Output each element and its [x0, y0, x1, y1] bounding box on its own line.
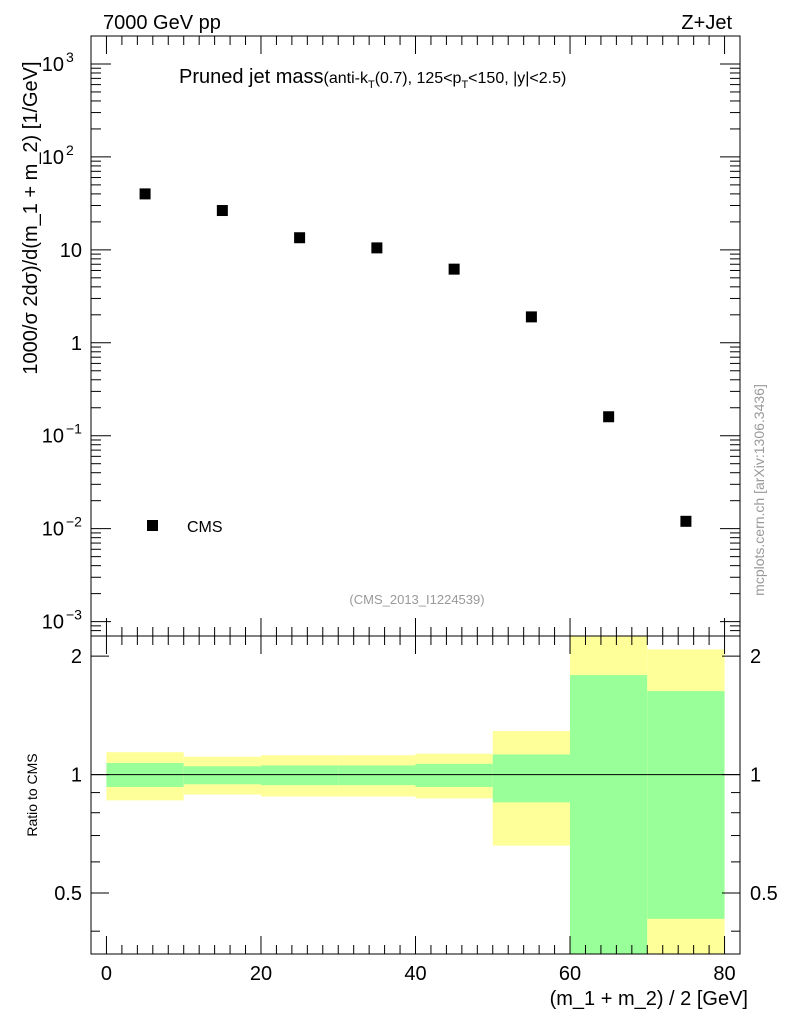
ratio-band-inner-1: [183, 766, 261, 785]
data-point-5: [525, 311, 537, 323]
main-ytick-exponent: 2: [66, 142, 74, 158]
main-ytick-base: 10: [42, 54, 64, 76]
main-ytick-base: 1: [71, 333, 82, 355]
plot-title: Pruned jet mass(anti-kT(0.7), 125<pT<150…: [179, 66, 566, 91]
ratio-ytick-label-left-0: 0.5: [54, 883, 82, 905]
plot-title-main: Pruned jet mass: [179, 66, 324, 88]
plot-title-sub-a: (anti-k: [324, 70, 369, 87]
main-ytick-label-5: 10 2: [42, 142, 74, 169]
main-ytick-exponent: −1: [66, 421, 82, 437]
x-axis-label: (m_1 + m_2) / 2 [GeV]: [550, 988, 748, 1010]
main-ytick-exponent: −3: [66, 607, 82, 623]
ratio-ytick-label-right-0: 0.5: [750, 883, 778, 905]
main-ytick-base: 10: [42, 612, 64, 634]
header-process: Z+Jet: [681, 12, 732, 34]
cms-data-points: [139, 188, 692, 527]
data-point-6: [603, 411, 615, 423]
main-ytick-base: 10: [42, 147, 64, 169]
data-point-3: [371, 242, 383, 254]
main-ytick-label-3: 1: [71, 333, 82, 355]
main-ytick-exponent: −2: [66, 514, 82, 530]
main-ytick-label-1: 10 −2: [42, 514, 82, 541]
main-plot-frame: [90, 35, 741, 637]
ratio-xtick-label-2: 40: [404, 963, 426, 985]
main-ytick-label-6: 10 3: [42, 49, 74, 76]
ratio-y-axis-label: Ratio to CMS: [24, 753, 40, 836]
ratio-band-inner-4: [415, 763, 493, 787]
data-point-1: [216, 205, 228, 217]
ratio-band-inner-5: [492, 754, 571, 803]
main-ytick-base: 10: [42, 426, 64, 448]
plot-title-sub-c: <150, |y|<2.5): [468, 70, 566, 87]
data-point-0: [139, 188, 151, 200]
legend-marker: [147, 520, 158, 531]
ratio-band-inner-2: [260, 765, 339, 786]
main-ytick-exponent: 3: [66, 49, 74, 65]
ratio-xtick-label-0: 0: [101, 963, 112, 985]
ratio-axes: 0 20 40 60 80 0.5 0.5 1 1 2 2: [54, 636, 778, 985]
plot-title-sub-a-subscript: T: [368, 79, 375, 91]
ratio-ytick-label-right-1: 1: [750, 765, 761, 787]
data-point-7: [680, 515, 692, 527]
header-energy: 7000 GeV pp: [103, 12, 221, 34]
plot-title-sub-b-subscript: T: [461, 79, 468, 91]
watermark: mcplots.cern.ch [arXiv:1306.3436]: [751, 384, 767, 596]
main-ytick-label-4: 10: [60, 240, 82, 262]
ratio-ytick-label-left-2: 2: [71, 646, 82, 668]
analysis-id: (CMS_2013_I1224539): [349, 592, 484, 607]
ratio-xtick-label-4: 80: [713, 963, 735, 985]
data-point-4: [448, 263, 460, 275]
ratio-xtick-label-1: 20: [250, 963, 272, 985]
ratio-band-inner-7: [647, 691, 725, 919]
main-ytick-label-0: 10 −3: [42, 607, 82, 634]
main-y-axis-label: 1000/σ 2dσ)/d(m_1 + m_2) [1/GeV]: [20, 61, 42, 374]
ratio-xtick-label-3: 60: [559, 963, 581, 985]
ratio-ytick-label-left-1: 1: [71, 765, 82, 787]
ratio-bands: [106, 636, 725, 954]
legend-label-cms: CMS: [187, 519, 223, 536]
data-point-2: [294, 232, 306, 244]
ratio-band-inner-6: [570, 675, 648, 954]
ratio-band-inner-3: [338, 765, 416, 786]
main-ytick-base: 10: [42, 519, 64, 541]
main-ytick-label-2: 10 −1: [42, 421, 82, 448]
main-ytick-base: 10: [60, 240, 82, 262]
plot-title-sub-b: (0.7), 125<p: [375, 70, 462, 87]
ratio-ytick-label-right-2: 2: [750, 646, 761, 668]
